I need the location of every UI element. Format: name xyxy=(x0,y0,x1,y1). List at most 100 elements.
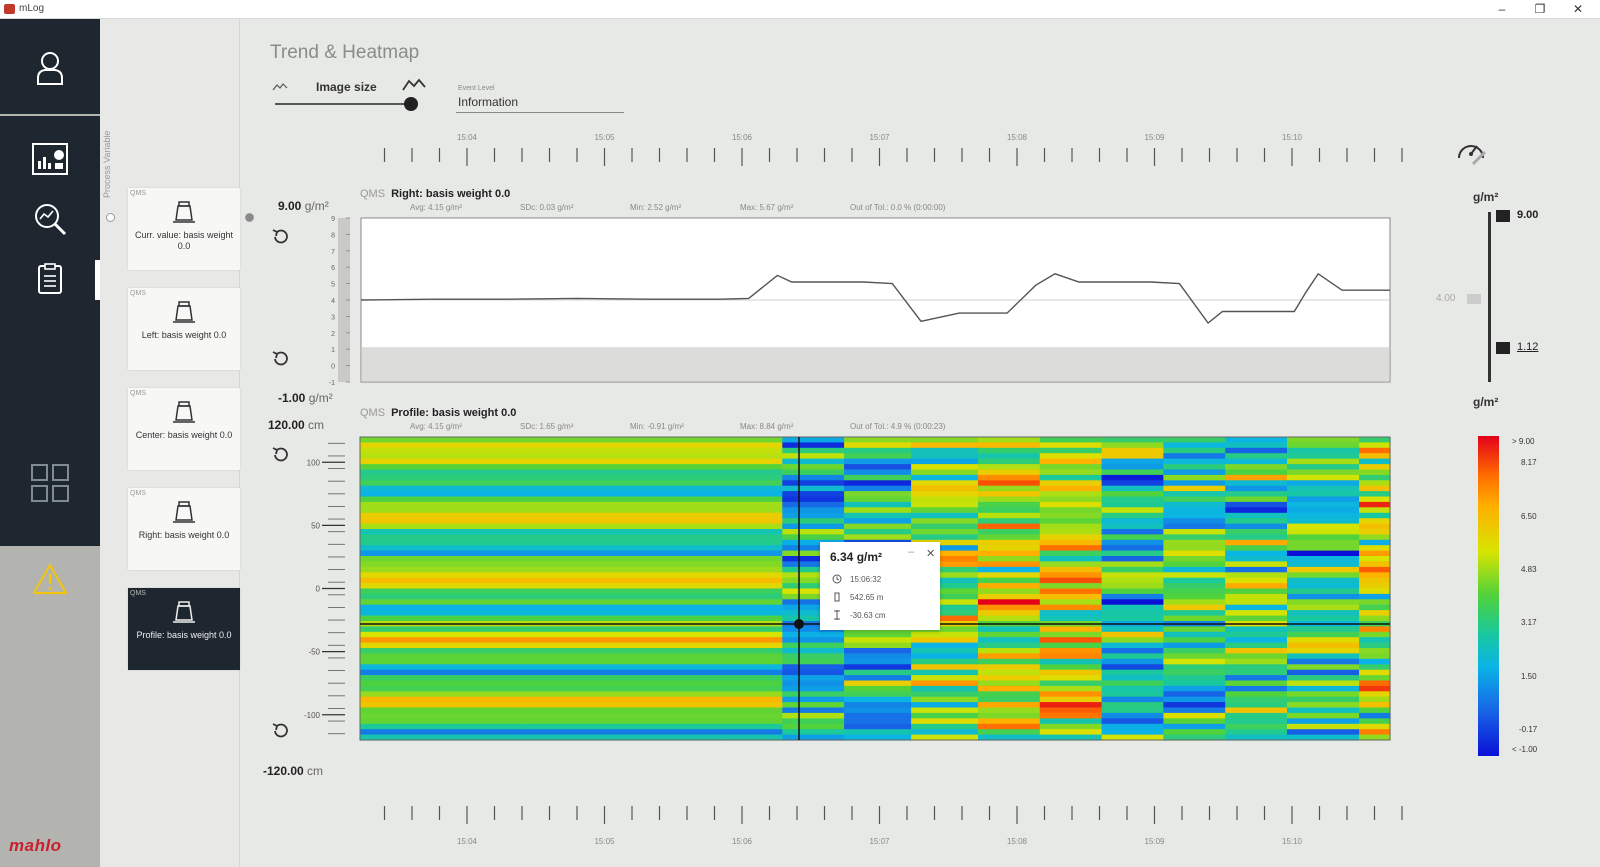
heatmap-cell xyxy=(524,550,722,557)
heatmap-reset-max-icon[interactable] xyxy=(270,444,292,466)
image-size-slider-handle[interactable] xyxy=(403,97,418,111)
heatmap-cell xyxy=(978,604,1041,611)
heatmap-cell xyxy=(782,723,845,730)
heatmap-cell xyxy=(1039,734,1103,741)
heatmap-cell xyxy=(1101,491,1164,498)
heatmap-cell xyxy=(844,480,912,487)
heatmap-cell xyxy=(1101,599,1164,606)
trend-scale-max-handle[interactable] xyxy=(1496,210,1510,222)
heatmap-cell xyxy=(1287,583,1360,590)
heatmap-cell xyxy=(782,442,845,449)
analysis-button[interactable] xyxy=(20,196,80,242)
heatmap-reset-min-icon[interactable] xyxy=(270,720,292,742)
heatmap-cell xyxy=(1163,664,1226,671)
heatmap-cell xyxy=(1287,545,1360,552)
image-size-slider-track[interactable] xyxy=(275,103,418,105)
heatmap-cell xyxy=(524,523,722,530)
heatmap-cell xyxy=(911,604,979,611)
tooltip-close-button[interactable]: ✕ xyxy=(926,548,936,560)
heatmap-cell xyxy=(1287,491,1360,498)
heatmap-cell xyxy=(1287,539,1360,546)
heatmap-max-stat: Max: 8.84 g/m² xyxy=(740,422,794,431)
heatmap-avg-stat: Avg: 4.15 g/m² xyxy=(410,422,462,431)
minimize-button[interactable]: – xyxy=(1498,2,1506,16)
heatmap-cell xyxy=(360,458,526,465)
heatmap-cell xyxy=(911,442,979,449)
variable-card-right[interactable]: QMS Right: basis weight 0.0 xyxy=(128,488,240,570)
heatmap-cell xyxy=(1039,480,1103,487)
variable-card-left[interactable]: QMS Left: basis weight 0.0 xyxy=(128,288,240,370)
heatmap-cell xyxy=(720,669,783,676)
variable-group-radio[interactable] xyxy=(106,213,115,222)
heatmap-cell xyxy=(978,707,1041,714)
apps-button[interactable] xyxy=(20,460,80,506)
heatmap-cell xyxy=(524,496,722,503)
report-button[interactable] xyxy=(20,256,80,302)
heatmap-cell xyxy=(1359,729,1391,736)
heatmap-cell xyxy=(720,512,783,519)
trend-min-stat: Min: 2.52 g/m² xyxy=(630,203,682,212)
heatmap-cell xyxy=(1039,512,1103,519)
variable-card-label: Curr. value: basis weight 0.0 xyxy=(134,230,234,251)
heatmap-cell xyxy=(782,718,845,725)
heatmap-cell xyxy=(978,729,1041,736)
heatmap-cell xyxy=(978,464,1041,471)
heatmap-cell xyxy=(911,453,979,460)
heatmap-cell xyxy=(1163,723,1226,730)
heatmap-cell xyxy=(1163,464,1226,471)
user-button[interactable] xyxy=(20,45,80,91)
heatmap-cell xyxy=(524,512,722,519)
heatmap-cell xyxy=(782,437,845,443)
heatmap-cell xyxy=(911,561,979,568)
heatmap-cell xyxy=(782,480,845,487)
variable-card-center[interactable]: QMS Center: basis weight 0.0 xyxy=(128,388,240,470)
heatmap-cell xyxy=(524,583,722,590)
heatmap-cell xyxy=(978,626,1041,633)
heatmap-cell xyxy=(1101,577,1164,584)
tooltip-minimize-button[interactable]: – xyxy=(908,546,915,558)
heatmap-cell xyxy=(1359,615,1391,622)
heatmap-cell xyxy=(1101,610,1164,617)
trend-setpoint-handle[interactable] xyxy=(1467,294,1481,304)
variable-card-current-value[interactable]: QMS Curr. value: basis weight 0.0 xyxy=(128,188,240,270)
heatmap-cell xyxy=(782,566,845,573)
heatmap-cell xyxy=(1101,550,1164,557)
maximize-button[interactable]: ❐ xyxy=(1534,2,1546,16)
trend-y-min-label: -1.00 g/m² xyxy=(278,391,333,405)
heatmap-cell xyxy=(978,458,1041,465)
trend-chart[interactable]: 9 8 7 6 5 4 3 2 1 0 -1 xyxy=(310,210,1420,386)
heatmap-cell xyxy=(1163,523,1226,530)
heatmap-cell xyxy=(1101,464,1164,471)
heatmap-cell xyxy=(1039,599,1103,606)
heatmap-cell xyxy=(1163,485,1226,492)
heatmap-chart[interactable]: 100 50 0 -50 -100 xyxy=(300,430,1420,760)
trend-y-max-label: 9.00 g/m² xyxy=(278,199,329,213)
trend-scale-min-handle[interactable] xyxy=(1496,342,1510,354)
heatmap-cell xyxy=(360,556,526,562)
dashboard-button[interactable] xyxy=(20,136,80,182)
gauge-icon[interactable] xyxy=(1455,136,1487,168)
heatmap-cell xyxy=(524,539,722,546)
event-level-select[interactable]: Information xyxy=(458,95,519,109)
heatmap-cell xyxy=(1225,685,1288,692)
heatmap-cell xyxy=(360,572,526,579)
heatmap-cell xyxy=(720,723,783,730)
heatmap-cell xyxy=(1225,669,1288,676)
heatmap-cell xyxy=(1359,702,1391,709)
heatmap-cell xyxy=(782,593,845,600)
warning-button[interactable] xyxy=(20,556,80,602)
variable-card-profile[interactable]: QMS Profile: basis weight 0.0 xyxy=(128,588,240,670)
heatmap-cell xyxy=(844,474,912,481)
trend-reset-max-icon[interactable] xyxy=(270,226,292,248)
heatmap-cell xyxy=(1039,534,1103,541)
heatmap-cell xyxy=(1225,566,1288,573)
variable-selected-radio[interactable] xyxy=(245,213,254,222)
trend-reset-min-icon[interactable] xyxy=(270,348,292,370)
heatmap-cell xyxy=(1163,501,1226,508)
close-window-button[interactable]: ✕ xyxy=(1572,2,1584,16)
heatmap-cell xyxy=(978,653,1041,660)
app-icon xyxy=(4,4,15,14)
event-level-label: Event Level xyxy=(458,85,495,92)
heatmap-cell xyxy=(1359,501,1391,508)
report-icon xyxy=(38,263,62,294)
